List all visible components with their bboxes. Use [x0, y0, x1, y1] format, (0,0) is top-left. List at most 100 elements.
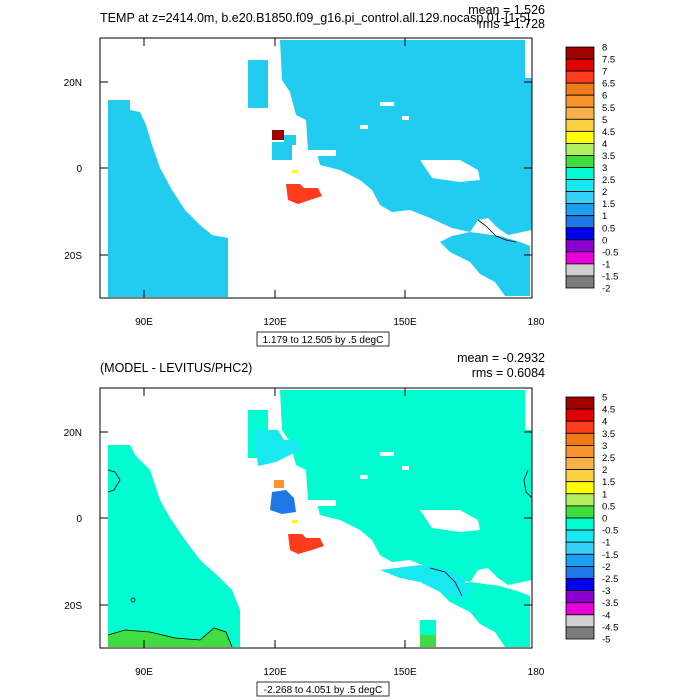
panel-2-colorbar-swatch-8: [565, 493, 595, 507]
panel-2-colorbar-label-16: -3: [602, 586, 610, 597]
panel-1-colorbar-label-20: -2: [602, 284, 610, 295]
panel-1-colorbar-swatch-12: [565, 191, 595, 205]
panel-2-colorbar-swatch-9: [565, 505, 595, 519]
panel-1-ytick-0: 20N: [64, 78, 82, 89]
panel-1: TEMP at z=2414.0m, b.e20.B1850.f09_g16.p…: [64, 3, 618, 347]
panel-2-xtick-1: 120E: [263, 667, 287, 678]
panel-2-colorbar-label-2: 4: [602, 417, 607, 428]
panel-2-colorbar-swatch-4: [565, 444, 595, 458]
panel-1-colorbar-swatch-19: [565, 275, 595, 289]
panel-2-xtick-2: 150E: [393, 667, 417, 678]
panel-2-ytick-2: 20S: [64, 601, 82, 612]
panel-2-green-coast: [108, 628, 436, 647]
panel-1-colorbar-label-19: -1.5: [602, 271, 618, 282]
panel-1-colorbar-swatch-15: [565, 227, 595, 241]
panel-1-colorbar-swatch-13: [565, 203, 595, 217]
panel-2-colorbar-swatch-10: [565, 517, 595, 531]
panel-2-rms: rms = 0.6084: [472, 366, 545, 380]
panel-1-colorbar-swatch-10: [565, 167, 595, 180]
panel-1-title: TEMP at z=2414.0m, b.e20.B1850.f09_g16.p…: [100, 11, 530, 25]
panel-2-colorbar-swatch-3: [565, 432, 595, 446]
panel-1-colorbar-swatch-16: [565, 239, 595, 253]
panel-1-mean: mean = 1.526: [468, 3, 545, 17]
panel-2-colorbar-label-1: 4.5: [602, 405, 615, 416]
panel-1-colorbar-swatch-9: [565, 155, 595, 168]
panel-1-rms: rms = 1.728: [479, 17, 545, 31]
panel-1-colorbar-label-5: 5.5: [602, 103, 615, 114]
panel-1-ytick-2: 20S: [64, 251, 82, 262]
panel-2-colorbar-label-7: 1.5: [602, 477, 615, 488]
panel-1-colorbar-label-15: 0.5: [602, 223, 615, 234]
panel-1-colorbar-swatch-0: [565, 46, 595, 60]
panel-1-colorbar-swatch-11: [565, 179, 595, 193]
panel-1-colorbar-swatch-1: [565, 58, 595, 72]
panel-2-range-label: -2.268 to 4.051 by .5 degC: [264, 685, 382, 696]
panel-1-colorbar-swatch-4: [565, 94, 595, 108]
panel-2-colorbar-label-14: -2: [602, 562, 610, 573]
panel-2-colorbar-swatch-15: [565, 578, 595, 592]
panel-2: (MODEL - LEVITUS/PHC2) mean = -0.2932 rm…: [64, 351, 618, 697]
panel-1-colorbar-label-6: 5: [602, 115, 607, 126]
panel-2-colorbar-swatch-2: [565, 420, 595, 434]
panel-1-colorbar-swatch-7: [565, 130, 595, 144]
panel-2-colorbar-label-12: -1: [602, 538, 610, 549]
panel-2-ticks: [100, 388, 533, 648]
panel-2-colorbar-label-0: 5: [602, 393, 607, 404]
panel-2-colorbar-swatch-19: [565, 626, 595, 640]
panel-1-colorbar-swatch-5: [565, 106, 595, 120]
panel-1-colorbar-label-11: 2.5: [602, 175, 615, 186]
panel-1-colorbar-label-13: 1.5: [602, 199, 615, 210]
panel-1-xtick-1: 120E: [263, 317, 287, 328]
panel-1-colorbar-swatch-6: [565, 118, 595, 132]
panel-2-colorbar-label-17: -3.5: [602, 598, 618, 609]
panel-2-xtick-3: 180: [528, 667, 545, 678]
panel-2-contours: [107, 469, 533, 648]
panel-2-colorbar-swatch-1: [565, 408, 595, 422]
panel-1-colorbar-swatch-3: [565, 82, 595, 96]
panel-1-xtick-3: 180: [528, 317, 545, 328]
panel-2-colorbar-label-4: 3: [602, 441, 607, 452]
panel-2-colorbar-swatch-18: [565, 614, 595, 628]
panel-2-range-box: [256, 681, 390, 697]
panel-2-colorbar-swatch-11: [565, 529, 595, 543]
panel-2-colorbar-swatch-16: [565, 590, 595, 604]
panel-2-xtick-0: 90E: [135, 667, 153, 678]
panel-1-colorbar: 87.576.565.554.543.532.521.510.50-0.5-1-…: [565, 43, 618, 295]
panel-2-colorbar-label-18: -4: [602, 610, 610, 621]
panel-1-ticks: [100, 38, 533, 298]
panel-2-colorbar: 54.543.532.521.510.50-0.5-1-1.5-2-2.5-3-…: [565, 393, 618, 646]
panel-2-colorbar-label-3: 3.5: [602, 429, 615, 440]
panel-1-ytick-1: 0: [76, 164, 82, 175]
panel-1-colorbar-label-17: -0.5: [602, 247, 618, 258]
panel-2-colorbar-label-13: -1.5: [602, 550, 618, 561]
panel-2-colorbar-label-15: -2.5: [602, 574, 618, 585]
panel-2-colorbar-swatch-0: [565, 396, 595, 410]
panel-2-colorbar-label-6: 2: [602, 465, 607, 476]
panel-2-colorbar-swatch-17: [565, 602, 595, 616]
panel-2-land-holes: [316, 452, 480, 532]
panel-1-land-holes: [316, 102, 480, 254]
panel-2-colorbar-label-8: 1: [602, 489, 607, 500]
panel-1-colorbar-swatch-14: [565, 215, 595, 229]
panel-1-xtick-2: 150E: [393, 317, 417, 328]
panel-1-colorbar-label-0: 8: [602, 43, 607, 54]
panel-1-colorbar-swatch-17: [565, 251, 595, 265]
panel-1-colorbar-label-8: 4: [602, 139, 607, 150]
panel-1-colorbar-label-4: 6: [602, 91, 607, 102]
panel-1-xtick-0: 90E: [135, 317, 153, 328]
panel-1-colorbar-label-3: 6.5: [602, 79, 615, 90]
panel-1-range-label: 1.179 to 12.505 by .5 degC: [263, 335, 384, 346]
panel-2-mean: mean = -0.2932: [457, 351, 545, 365]
panel-2-colorbar-swatch-5: [565, 457, 595, 471]
panel-1-range-box: [256, 331, 390, 347]
panel-1-colorbar-label-18: -1: [602, 259, 610, 270]
panel-2-colorbar-swatch-13: [565, 553, 595, 567]
panel-2-colorbar-label-10: 0: [602, 514, 607, 525]
panel-2-colorbar-label-19: -4.5: [602, 622, 618, 633]
panel-2-ytick-1: 0: [76, 514, 82, 525]
panel-2-colorbar-swatch-6: [565, 469, 595, 483]
panel-2-colorbar-label-20: -5: [602, 635, 610, 646]
panel-2-title: (MODEL - LEVITUS/PHC2): [100, 361, 252, 375]
panel-1-colorbar-label-14: 1: [602, 211, 607, 222]
